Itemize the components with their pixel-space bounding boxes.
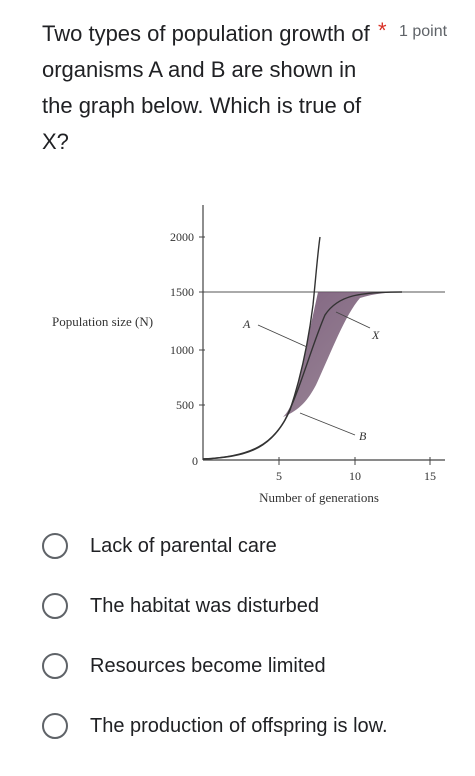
x-axis-label: Number of generations (259, 490, 379, 505)
label-a-leader (257, 324, 308, 348)
y-tick-label: 1000 (170, 343, 194, 357)
y-tick-label: 0 (192, 454, 198, 468)
option-offspring-low[interactable]: The production of offspring is low. (42, 706, 388, 746)
shaded-region-x (283, 292, 402, 417)
y-tick-label: 2000 (170, 230, 194, 244)
option-label: Lack of parental care (90, 534, 277, 557)
points-label: 1 point (399, 23, 448, 40)
option-label: The production of offspring is low. (90, 714, 388, 737)
y-tick-label: 1500 (170, 285, 194, 299)
option-label: The habitat was disturbed (90, 594, 320, 617)
option-habitat-disturbed[interactable]: The habitat was disturbed (42, 586, 319, 626)
radio-button[interactable] (42, 593, 68, 619)
y-axis-label: Population size (N) (52, 314, 153, 329)
label-x: X (371, 328, 380, 342)
population-growth-graph: 2000 1500 1000 500 0 5 10 15 Population … (0, 195, 475, 515)
curve-a (202, 236, 321, 460)
label-a: A (242, 317, 251, 331)
option-lack-of-parental-care[interactable]: Lack of parental care (42, 526, 277, 566)
graph-svg: 2000 1500 1000 500 0 5 10 15 Population … (52, 205, 445, 505)
option-label: Resources become limited (90, 654, 326, 677)
label-x-leader (335, 311, 371, 329)
radio-button[interactable] (42, 533, 68, 559)
label-b: B (359, 429, 367, 443)
x-tick-label: 5 (276, 469, 282, 483)
radio-button[interactable] (42, 653, 68, 679)
radio-button[interactable] (42, 713, 68, 739)
y-tick-label: 500 (176, 398, 194, 412)
label-b-leader (299, 412, 356, 436)
x-tick-label: 10 (349, 469, 361, 483)
required-asterisk: * (378, 18, 387, 43)
x-tick-label: 15 (424, 469, 436, 483)
curve-b (202, 291, 403, 460)
question-text: Two types of population growth of organi… (42, 21, 370, 154)
option-resources-limited[interactable]: Resources become limited (42, 646, 326, 686)
